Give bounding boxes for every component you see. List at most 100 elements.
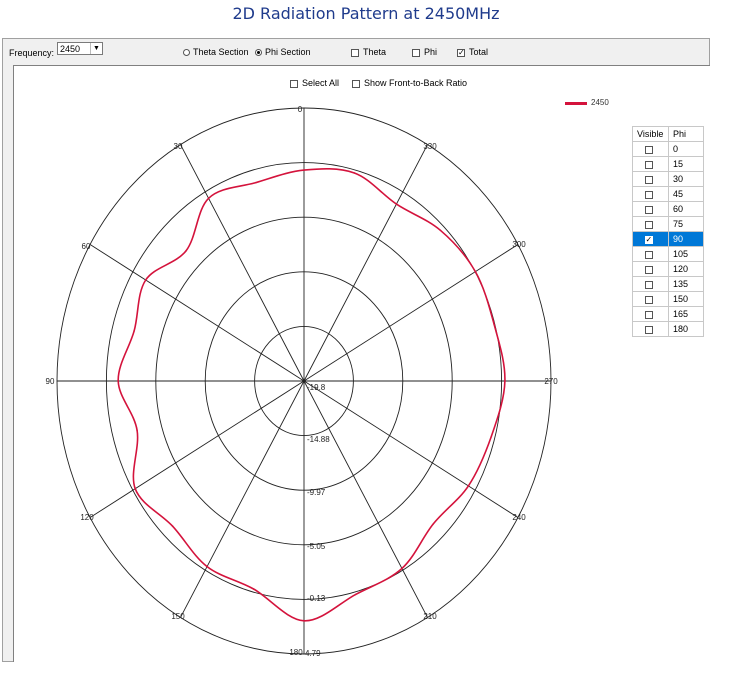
pattern-point	[207, 197, 210, 200]
pattern-point	[134, 487, 136, 490]
checkbox-icon[interactable]	[644, 295, 653, 304]
theta-checkbox-label: Theta	[363, 47, 387, 57]
pattern-point	[432, 523, 435, 525]
table-row[interactable]: 165	[632, 306, 704, 322]
checkbox-icon[interactable]	[644, 160, 653, 169]
checkbox-checked-icon: ✓	[457, 47, 465, 57]
angle-label: 90	[46, 377, 55, 386]
angle-label: 30	[174, 142, 183, 151]
visible-cell[interactable]	[632, 171, 669, 187]
pattern-point	[353, 172, 356, 174]
pattern-point	[255, 181, 257, 184]
angle-label: 60	[82, 242, 91, 251]
phi-cell: 45	[668, 186, 704, 202]
chevron-down-icon[interactable]: ▼	[90, 43, 102, 54]
phi-checkbox[interactable]: Phi	[412, 47, 437, 57]
angle-label: 150	[171, 612, 185, 621]
frequency-value: 2450	[60, 44, 81, 54]
theta-section-label: Theta Section	[193, 47, 249, 57]
phi-cell: 30	[668, 171, 704, 187]
visible-cell[interactable]	[632, 186, 669, 202]
visible-cell[interactable]	[632, 141, 669, 157]
grid-spoke	[303, 244, 519, 382]
checkbox-icon[interactable]	[644, 250, 653, 259]
theta-checkbox[interactable]: Theta	[351, 47, 386, 57]
grid-spoke	[89, 380, 305, 518]
grid-spoke	[89, 244, 305, 382]
checkbox-icon[interactable]	[644, 205, 653, 214]
table-row[interactable]: 75	[632, 216, 704, 232]
pattern-point	[439, 229, 442, 232]
radio-selected-icon	[255, 49, 262, 57]
visible-cell[interactable]	[632, 276, 669, 292]
checkbox-checked-icon[interactable]: ✓	[644, 234, 653, 244]
pattern-panel: Frequency: 2450 ▼ Theta Section Phi Sect…	[2, 38, 710, 662]
checkbox-icon[interactable]	[644, 190, 653, 199]
checkbox-icon[interactable]	[644, 145, 653, 154]
plot-area: Select All Show Front-to-Back Ratio	[13, 65, 710, 662]
checkbox-icon	[290, 79, 298, 88]
visible-cell[interactable]	[632, 246, 669, 262]
pattern-point	[490, 435, 493, 438]
column-header-visible[interactable]: Visible	[632, 126, 669, 142]
visible-cell[interactable]	[632, 216, 669, 232]
phi-cell: 120	[668, 261, 704, 277]
table-row[interactable]: 60	[632, 201, 704, 217]
visible-cell[interactable]	[632, 291, 669, 307]
grid-spoke	[180, 144, 305, 382]
table-row[interactable]: 150	[632, 291, 704, 307]
table-row[interactable]: 135	[632, 276, 704, 292]
table-row[interactable]: 120	[632, 261, 704, 277]
pattern-point	[493, 323, 496, 326]
total-checkbox-label: Total	[469, 47, 489, 57]
table-row[interactable]: ✓ 90	[632, 231, 704, 247]
table-row[interactable]: 105	[632, 246, 704, 262]
table-row[interactable]: 30	[632, 171, 704, 187]
total-checkbox[interactable]: ✓ Total	[457, 47, 488, 57]
front-to-back-checkbox[interactable]: Show Front-to-Back Ratio	[352, 78, 467, 88]
phi-cell: 180	[668, 321, 704, 337]
phi-section-radio[interactable]: Phi Section	[255, 47, 311, 57]
checkbox-icon	[351, 48, 359, 57]
legend-label: 2450	[591, 98, 609, 107]
visible-cell[interactable]	[632, 321, 669, 337]
ring-label: -14.88	[307, 435, 330, 444]
column-header-phi[interactable]: Phi	[668, 126, 704, 142]
pattern-point	[252, 588, 255, 590]
phi-cell: 150	[668, 291, 704, 307]
ring-label: -19.8	[307, 383, 326, 392]
checkbox-icon[interactable]	[644, 280, 653, 289]
pattern-point	[133, 329, 135, 332]
pattern-point	[171, 525, 174, 527]
table-row[interactable]: 180	[632, 321, 704, 337]
checkbox-icon	[352, 79, 360, 88]
table-row[interactable]: 45	[632, 186, 704, 202]
checkbox-icon[interactable]	[644, 175, 653, 184]
angle-label: 0	[298, 105, 303, 114]
pattern-point	[354, 593, 357, 596]
frequency-select[interactable]: 2450 ▼	[57, 42, 103, 55]
chart-title: 2D Radiation Pattern at 2450MHz	[232, 4, 500, 23]
ring-label: -5.05	[307, 542, 326, 551]
table-row[interactable]: 15	[632, 156, 704, 172]
checkbox-icon[interactable]	[644, 265, 653, 274]
pattern-point	[504, 380, 506, 382]
visible-cell[interactable]	[632, 201, 669, 217]
table-row[interactable]: 0	[632, 141, 704, 157]
pattern-point	[401, 567, 403, 570]
select-all-checkbox[interactable]: Select All	[290, 78, 339, 88]
frequency-label: Frequency:	[9, 48, 55, 58]
angle-label: 330	[423, 142, 437, 151]
checkbox-icon[interactable]	[644, 310, 653, 319]
front-to-back-label: Show Front-to-Back Ratio	[364, 78, 468, 88]
checkbox-icon[interactable]	[644, 325, 653, 334]
visible-cell[interactable]	[632, 261, 669, 277]
visible-cell[interactable]: ✓	[632, 231, 669, 247]
visible-cell[interactable]	[632, 306, 669, 322]
radio-icon	[183, 49, 190, 57]
theta-section-radio[interactable]: Theta Section	[183, 47, 249, 57]
visible-cell[interactable]	[632, 156, 669, 172]
phi-section-label: Phi Section	[265, 47, 311, 57]
checkbox-icon[interactable]	[644, 220, 653, 229]
pattern-point	[185, 249, 187, 252]
